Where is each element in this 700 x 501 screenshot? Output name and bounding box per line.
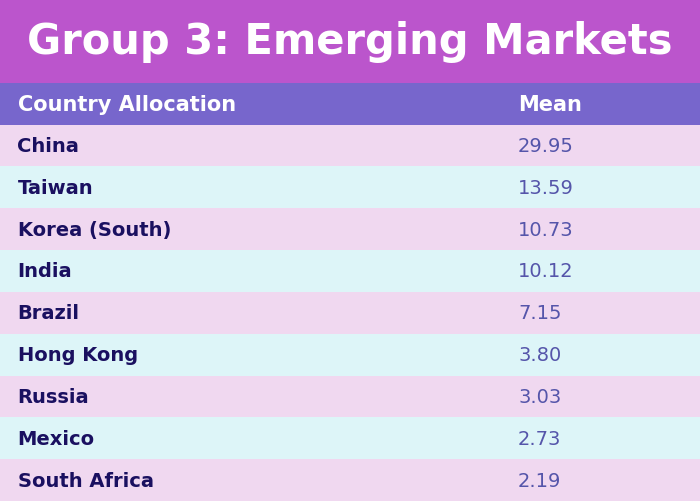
Text: 29.95: 29.95	[518, 137, 574, 156]
Bar	[0, 376, 700, 417]
Text: Mexico: Mexico	[18, 429, 95, 448]
Bar	[0, 292, 700, 334]
Bar	[0, 167, 700, 209]
Text: Taiwan: Taiwan	[18, 178, 93, 197]
Bar	[0, 84, 700, 125]
Bar	[0, 0, 700, 84]
Text: Mean: Mean	[518, 95, 582, 115]
Text: 3.80: 3.80	[518, 345, 561, 364]
Text: Korea (South): Korea (South)	[18, 220, 171, 239]
Bar	[0, 250, 700, 292]
Bar	[0, 125, 700, 167]
Text: Group 3: Emerging Markets: Group 3: Emerging Markets	[27, 21, 673, 63]
Text: Russia: Russia	[18, 387, 89, 406]
Text: 2.73: 2.73	[518, 429, 561, 448]
Text: South Africa: South Africa	[18, 470, 153, 489]
Bar	[0, 209, 700, 250]
Text: China: China	[18, 137, 79, 156]
Text: Brazil: Brazil	[18, 304, 80, 323]
Text: 10.12: 10.12	[518, 262, 573, 281]
Text: 3.03: 3.03	[518, 387, 561, 406]
Text: 7.15: 7.15	[518, 304, 561, 323]
Bar	[0, 459, 700, 501]
Text: 13.59: 13.59	[518, 178, 574, 197]
Text: India: India	[18, 262, 72, 281]
Text: 2.19: 2.19	[518, 470, 561, 489]
Bar	[0, 417, 700, 459]
Bar	[0, 334, 700, 376]
Text: Country Allocation: Country Allocation	[18, 95, 236, 115]
Text: Hong Kong: Hong Kong	[18, 345, 138, 364]
Text: 10.73: 10.73	[518, 220, 573, 239]
